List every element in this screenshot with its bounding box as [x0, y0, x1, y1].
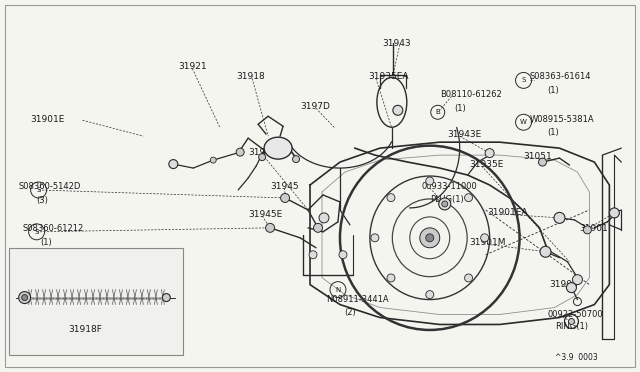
Text: 31901EA: 31901EA: [488, 208, 528, 217]
Circle shape: [314, 223, 323, 232]
Text: 31918F: 31918F: [68, 326, 102, 334]
Circle shape: [339, 251, 347, 259]
Bar: [9, 248, 183, 355]
Text: S08360-5142D: S08360-5142D: [19, 182, 81, 191]
Text: W08915-5381A: W08915-5381A: [529, 115, 594, 124]
Circle shape: [387, 194, 395, 202]
Circle shape: [572, 275, 582, 285]
Text: (1): (1): [454, 104, 467, 113]
Text: 31901: 31901: [579, 224, 608, 233]
Text: B: B: [435, 109, 440, 115]
Circle shape: [609, 208, 620, 218]
Circle shape: [566, 283, 577, 293]
Text: 31945E: 31945E: [248, 210, 282, 219]
Circle shape: [309, 251, 317, 259]
Ellipse shape: [264, 137, 292, 159]
Text: 31901E: 31901E: [31, 115, 65, 124]
Circle shape: [387, 274, 395, 282]
Circle shape: [554, 212, 565, 223]
Circle shape: [439, 198, 451, 210]
Text: 31935E: 31935E: [470, 160, 504, 169]
Text: S: S: [36, 187, 41, 193]
Text: N08911-3441A: N08911-3441A: [326, 295, 388, 304]
Text: N: N: [335, 286, 340, 293]
Circle shape: [371, 234, 379, 242]
Circle shape: [485, 149, 494, 158]
Text: (3): (3): [36, 196, 49, 205]
Circle shape: [236, 148, 244, 156]
Circle shape: [442, 201, 448, 207]
Text: 31943E: 31943E: [448, 130, 482, 139]
Circle shape: [568, 318, 575, 324]
Text: 31918: 31918: [236, 73, 265, 81]
Circle shape: [393, 105, 403, 115]
Text: S: S: [522, 77, 525, 83]
Text: 3197D: 3197D: [300, 102, 330, 111]
Circle shape: [420, 228, 440, 248]
Circle shape: [19, 292, 31, 304]
Text: 31051: 31051: [524, 152, 552, 161]
Text: S08363-61614: S08363-61614: [529, 73, 591, 81]
Text: 31905: 31905: [550, 280, 579, 289]
Text: (1): (1): [40, 238, 52, 247]
Text: RING(1): RING(1): [556, 323, 589, 331]
Circle shape: [210, 157, 216, 163]
Text: (1): (1): [547, 128, 559, 137]
Text: B08110-61262: B08110-61262: [440, 90, 502, 99]
Circle shape: [538, 158, 547, 166]
Text: (2): (2): [344, 308, 356, 317]
Circle shape: [22, 295, 28, 301]
Text: 31924: 31924: [248, 148, 276, 157]
Circle shape: [426, 291, 434, 299]
Circle shape: [169, 160, 178, 169]
Text: PLUG(1): PLUG(1): [430, 195, 463, 204]
Text: 31945: 31945: [270, 182, 299, 191]
Circle shape: [426, 234, 434, 242]
Circle shape: [465, 274, 472, 282]
Circle shape: [584, 226, 591, 234]
Text: 31943: 31943: [382, 39, 410, 48]
Circle shape: [465, 194, 472, 202]
Text: 31921: 31921: [179, 62, 207, 71]
Text: 00933-11000: 00933-11000: [422, 182, 477, 191]
Circle shape: [481, 234, 488, 242]
Circle shape: [259, 154, 266, 161]
Circle shape: [292, 155, 300, 163]
Text: 31935EA: 31935EA: [368, 73, 408, 81]
Circle shape: [266, 223, 275, 232]
Circle shape: [319, 213, 329, 223]
Circle shape: [540, 246, 551, 257]
Text: ^3.9  0003: ^3.9 0003: [556, 353, 598, 362]
Text: W: W: [520, 119, 527, 125]
Circle shape: [163, 294, 170, 302]
Text: S: S: [35, 229, 39, 235]
Text: (1): (1): [547, 86, 559, 95]
Text: 00922-50700: 00922-50700: [547, 310, 603, 318]
Circle shape: [280, 193, 289, 202]
Text: S08360-61212: S08360-61212: [22, 224, 84, 233]
Circle shape: [272, 142, 284, 154]
Text: 31901M: 31901M: [470, 238, 506, 247]
Circle shape: [426, 177, 434, 185]
